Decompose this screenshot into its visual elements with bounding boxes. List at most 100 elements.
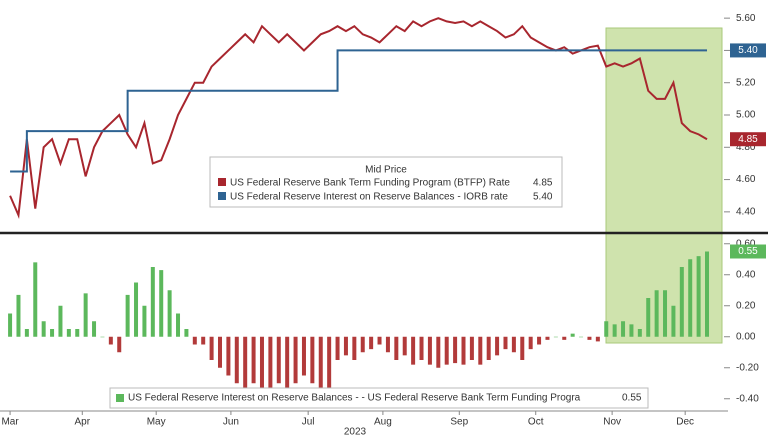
legend-label: US Federal Reserve Interest on Reserve B… <box>128 393 581 404</box>
bar <box>209 336 214 360</box>
bar <box>654 290 659 337</box>
bar <box>637 329 642 337</box>
bar <box>436 336 441 368</box>
legend-value: 0.55 <box>622 393 642 404</box>
bar <box>621 321 626 337</box>
bar <box>360 336 365 353</box>
x-tick-label: Mar <box>1 417 19 428</box>
bar <box>469 336 474 360</box>
bar <box>201 336 206 345</box>
bar <box>394 336 399 360</box>
bar <box>545 336 550 340</box>
x-axis-label: 2023 <box>344 427 367 438</box>
bar <box>92 321 97 337</box>
legend-box <box>109 387 649 409</box>
value-tag <box>730 244 766 259</box>
bar <box>528 336 533 350</box>
bar <box>629 324 634 337</box>
bar <box>369 336 374 350</box>
bar <box>285 336 290 391</box>
bar <box>427 336 432 365</box>
legend-value: 4.85 <box>533 178 553 189</box>
value-tag-label: 0.55 <box>738 246 758 257</box>
y-tick-label: 5.20 <box>736 77 756 88</box>
bar <box>411 336 416 365</box>
bar <box>234 336 239 384</box>
y-tick-label: 0.60 <box>736 238 756 249</box>
bar <box>562 336 567 340</box>
bar <box>587 336 592 340</box>
bar <box>553 336 558 338</box>
bar <box>259 336 264 399</box>
bar <box>579 336 584 338</box>
legend-swatch <box>116 394 124 402</box>
bar <box>385 336 390 353</box>
legend-swatch <box>218 192 226 200</box>
bottom-legend: US Federal Reserve Interest on Reserve B… <box>109 387 649 409</box>
value-tag-label: 4.85 <box>738 134 758 145</box>
bar <box>16 294 21 337</box>
y-tick-label: 4.40 <box>736 206 756 217</box>
bar <box>251 336 256 384</box>
x-tick-label: Jun <box>223 417 239 428</box>
bar <box>150 267 155 337</box>
value-tag <box>730 43 766 58</box>
bar <box>243 336 248 391</box>
bar <box>352 336 357 360</box>
bar <box>402 336 407 356</box>
bar <box>33 262 38 337</box>
bar <box>570 333 575 337</box>
bar <box>604 321 609 337</box>
bar <box>520 336 525 360</box>
bar <box>377 336 382 345</box>
bar <box>679 267 684 337</box>
y-tick-label: 0.00 <box>736 331 756 342</box>
bar <box>461 336 466 365</box>
bar <box>511 336 516 353</box>
bar <box>646 298 651 337</box>
bar <box>276 336 281 384</box>
bar <box>41 321 46 337</box>
bar <box>495 336 500 356</box>
bar <box>100 336 105 338</box>
bar <box>142 305 147 337</box>
bar <box>453 336 458 364</box>
y-tick-label: 5.60 <box>736 13 756 24</box>
bar <box>612 324 617 337</box>
bar <box>318 336 323 391</box>
bar <box>176 313 181 337</box>
y-tick-label: 0.40 <box>736 269 756 280</box>
bar <box>696 256 701 337</box>
legend-box <box>209 156 563 208</box>
bar <box>595 336 600 342</box>
bar <box>66 329 71 337</box>
bar <box>688 259 693 337</box>
x-tick-label: Oct <box>528 417 544 428</box>
bar <box>75 329 80 337</box>
legend-label: US Federal Reserve Bank Term Funding Pro… <box>230 178 510 189</box>
bar <box>478 336 483 365</box>
bar <box>310 336 315 384</box>
x-tick-label: Jul <box>302 417 315 428</box>
bar <box>134 282 139 337</box>
x-tick-label: Sep <box>450 417 468 428</box>
legend-title: Mid Price <box>365 165 407 176</box>
bar <box>24 329 29 337</box>
bar <box>50 329 55 337</box>
y-tick-label: 4.60 <box>736 174 756 185</box>
bar <box>705 251 710 337</box>
y-tick-label: -0.20 <box>736 362 759 373</box>
value-tag-label: 5.40 <box>738 45 758 56</box>
y-tick-label: 0.20 <box>736 300 756 311</box>
value-tag <box>730 132 766 147</box>
bar <box>159 270 164 337</box>
x-tick-label: May <box>147 417 166 428</box>
y-tick-label: 5.00 <box>736 110 756 121</box>
bar <box>117 336 122 353</box>
legend-label: US Federal Reserve Interest on Reserve B… <box>230 192 508 203</box>
line-series <box>10 49 708 173</box>
bar <box>663 290 668 337</box>
bar <box>293 336 298 384</box>
y-tick-label: -0.40 <box>736 393 759 404</box>
